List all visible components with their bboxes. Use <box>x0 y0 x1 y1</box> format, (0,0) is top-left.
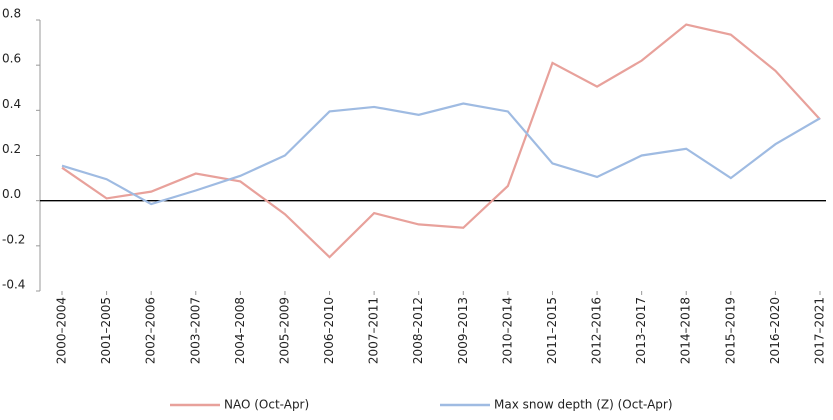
x-tick-label: 2002–2006 <box>144 297 158 364</box>
y-tick-label: -0.4 <box>2 278 25 292</box>
y-tick-label: 0.6 <box>2 52 21 66</box>
y-tick-label: 0.8 <box>2 7 21 21</box>
x-tick-label: 2013–2017 <box>634 297 648 364</box>
series-line <box>61 102 821 206</box>
x-tick-label: 2008–2012 <box>411 297 425 364</box>
legend-label: NAO (Oct-Apr) <box>224 398 309 412</box>
y-tick-label: 0.0 <box>2 187 21 201</box>
y-tick-label: -0.2 <box>2 232 25 246</box>
x-tick-label: 2016–2020 <box>768 297 782 364</box>
series-line <box>61 23 821 259</box>
x-tick-label: 2009–2013 <box>456 297 470 364</box>
x-tick-label: 2015–2019 <box>723 297 737 364</box>
legend-label: Max snow depth (Z) (Oct-Apr) <box>494 398 673 412</box>
x-tick-label: 2010–2014 <box>500 297 514 364</box>
x-tick-label: 2012–2016 <box>590 297 604 364</box>
x-tick-label: 2003–2007 <box>188 297 202 364</box>
x-tick-label: 2014–2018 <box>679 297 693 364</box>
x-tick-label: 2006–2010 <box>322 297 336 364</box>
x-tick-label: 2001–2005 <box>99 297 113 364</box>
x-tick-label: 2004–2008 <box>233 297 247 364</box>
x-tick-label: 2017–2021 <box>813 297 827 364</box>
y-tick-label: 0.4 <box>2 97 21 111</box>
x-tick-label: 2007–2011 <box>367 297 381 364</box>
x-tick-label: 2005–2009 <box>277 297 291 364</box>
y-tick-label: 0.2 <box>2 142 21 156</box>
x-tick-label: 2011–2015 <box>545 297 559 364</box>
x-tick-label: 2000–2004 <box>55 297 69 364</box>
